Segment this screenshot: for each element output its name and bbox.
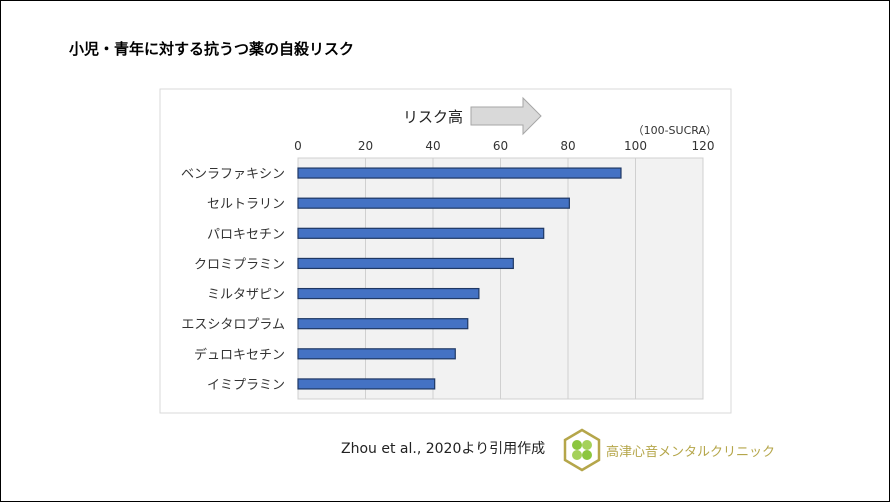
category-label: セルトラリン — [207, 197, 285, 212]
bar-4 — [297, 287, 480, 300]
category-label: ミルタザピン — [207, 288, 285, 303]
bar-7 — [297, 378, 436, 390]
bar-0 — [297, 167, 622, 179]
axis-unit-label: （100-SUCRA） — [633, 124, 717, 137]
bar-1 — [297, 197, 570, 209]
category-label: クロミプラミン — [194, 257, 285, 272]
bar-5 — [297, 318, 469, 330]
x-tick-label: 120 — [692, 139, 715, 153]
x-tick-label: 60 — [493, 139, 508, 153]
bar-2 — [297, 227, 545, 239]
category-label: ベンラファキシン — [181, 167, 285, 182]
arrow-right-icon — [470, 96, 542, 136]
x-tick-label: 20 — [358, 139, 373, 153]
citation: Zhou et al., 2020より引用作成 — [341, 441, 546, 457]
x-tick-label: 100 — [624, 139, 647, 153]
bar-6 — [297, 348, 456, 360]
category-label: デュロキセチン — [194, 347, 285, 363]
x-tick-label: 0 — [294, 139, 302, 153]
slide-title: 小児・青年に対する抗うつ薬の自殺リスク — [69, 40, 355, 58]
category-label: パロキセチン — [207, 227, 285, 242]
clinic-name: 高津心音メンタルクリニック — [606, 445, 776, 460]
x-tick-label: 40 — [425, 139, 440, 153]
category-label: エスシタロプラム — [181, 318, 285, 333]
clinic-logo-icon — [563, 428, 601, 472]
category-label: イミプラミン — [207, 378, 285, 393]
risk-annotation: リスク高 — [403, 108, 463, 126]
x-tick-label: 80 — [560, 139, 575, 153]
bar-3 — [297, 257, 514, 270]
